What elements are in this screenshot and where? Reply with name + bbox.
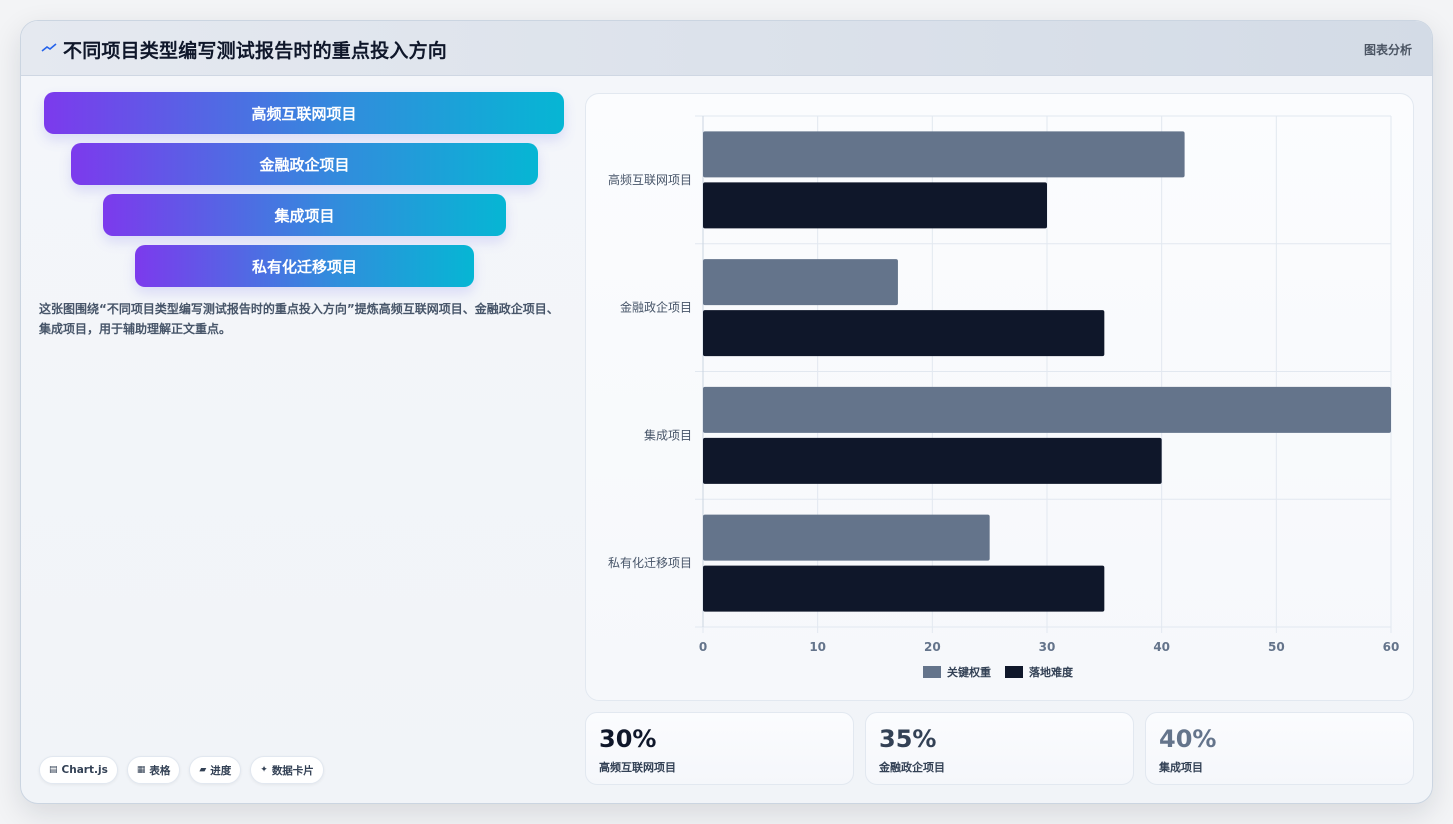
kpi-card-2: 35% 金融政企项目	[865, 712, 1134, 785]
tag-label: Chart.js	[61, 764, 108, 776]
tag-label: 表格	[149, 764, 171, 777]
y-tick-label: 集成项目	[644, 427, 692, 442]
bar-key-weight	[703, 259, 898, 306]
report-window: 不同项目类型编写测试报告时的重点投入方向 图表分析 高频互联网项目 金融政企项目…	[20, 20, 1433, 804]
sparkle-icon: ✦	[260, 765, 268, 775]
x-tick-label: 10	[809, 640, 826, 654]
bar-key-weight	[703, 131, 1185, 178]
funnel-stage-2: 金融政企项目	[71, 143, 538, 185]
tag-data-card[interactable]: ✦ 数据卡片	[250, 756, 324, 784]
tag-label: 进度	[210, 764, 232, 777]
x-tick-label: 20	[924, 640, 941, 654]
x-tick-label: 60	[1383, 640, 1400, 654]
chart-description: 这张图围绕“不同项目类型编写测试报告时的重点投入方向”提炼高频互联网项目、金融政…	[39, 302, 559, 336]
x-tick-label: 30	[1039, 640, 1056, 654]
table-icon: ▦	[136, 765, 146, 775]
bar-difficulty	[703, 437, 1162, 484]
bar-key-weight	[703, 386, 1391, 433]
bar-difficulty	[703, 565, 1105, 612]
kpi-card-3: 40% 集成项目	[1145, 712, 1414, 785]
progress-icon: ▰	[199, 765, 207, 775]
page-title: 不同项目类型编写测试报告时的重点投入方向	[63, 40, 448, 62]
x-tick-label: 0	[699, 640, 707, 654]
legend-label: 落地难度	[1029, 665, 1074, 679]
legend-swatch	[1005, 666, 1023, 678]
bar-difficulty	[703, 310, 1105, 357]
bar-difficulty	[703, 182, 1047, 229]
tag-label: 数据卡片	[271, 764, 314, 777]
legend-label: 关键权重	[947, 665, 991, 679]
kpi-value: 30%	[599, 725, 657, 753]
tag-table[interactable]: ▦ 表格	[126, 756, 181, 784]
tag-chartjs[interactable]: ▤ Chart.js	[39, 756, 118, 784]
x-tick-label: 50	[1268, 640, 1285, 654]
kpi-card-1: 30% 高频互联网项目	[585, 712, 854, 785]
bar-key-weight	[703, 514, 990, 561]
y-tick-label: 私有化迁移项目	[608, 556, 692, 570]
kpi-label: 高频互联网项目	[599, 761, 676, 774]
x-tick-label: 40	[1153, 640, 1170, 654]
funnel-stage-3: 集成项目	[103, 194, 506, 236]
trend-line-icon	[41, 43, 57, 52]
chart-icon: ▤	[49, 765, 58, 775]
chart-analysis-label: 图表分析	[1363, 43, 1412, 57]
funnel-stage-4: 私有化迁移项目	[135, 245, 474, 287]
header-bar: 不同项目类型编写测试报告时的重点投入方向 图表分析	[21, 21, 1432, 76]
legend-swatch	[923, 666, 941, 678]
y-tick-label: 金融政企项目	[620, 300, 692, 315]
kpi-value: 35%	[879, 725, 937, 753]
y-tick-label: 高频互联网项目	[608, 172, 692, 187]
kpi-label: 集成项目	[1159, 761, 1203, 774]
kpi-label: 金融政企项目	[879, 761, 945, 774]
funnel-stage-1: 高频互联网项目	[44, 92, 564, 134]
bar-chart: 0 10 20 30 40 50 60 高频互联网项目金融政企项目集成项目私有化迁移项目关键权…	[608, 115, 1400, 679]
bar-chart-card: 0 10 20 30 40 50 60 高频互联网项目金融政企项目集成项目私有化迁移项目关键权…	[585, 93, 1414, 701]
tag-list: ▤ Chart.js ▦ 表格 ▰ 进度 ✦ 数据卡片	[39, 756, 324, 784]
tag-progress[interactable]: ▰ 进度	[189, 756, 242, 784]
kpi-value: 40%	[1159, 725, 1217, 753]
